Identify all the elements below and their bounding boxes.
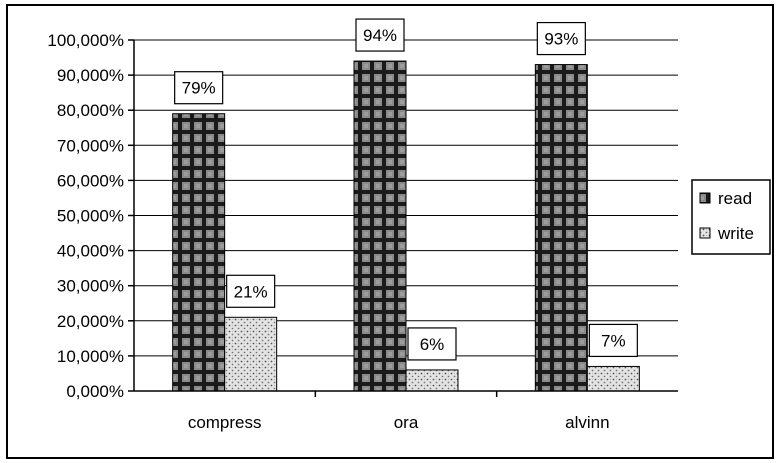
bar-read <box>172 113 226 392</box>
data-label: 6% <box>420 335 445 354</box>
data-label: 7% <box>601 331 626 350</box>
data-label-box <box>407 327 457 361</box>
y-tick-label: 80,000% <box>57 101 124 120</box>
y-tick-label: 90,000% <box>57 66 124 85</box>
data-label-box <box>174 71 224 105</box>
axis-layer: 0,000% 10,000% 20,000% 30,000% 40,000% 50,000… <box>47 31 678 432</box>
x-tick-label: compress <box>188 413 262 432</box>
data-label-box <box>588 323 638 358</box>
y-tick-label: 70,000% <box>57 136 124 155</box>
legend-swatch-write <box>699 227 711 239</box>
bar-write <box>586 365 640 392</box>
x-tick-label: alvinn <box>565 413 609 432</box>
legend-label-read: read <box>718 189 752 208</box>
y-tick-label: 30,000% <box>57 277 124 296</box>
data-label: 21% <box>234 282 268 301</box>
data-label: 93% <box>544 30 578 49</box>
bar-write <box>405 369 459 392</box>
y-tick-label: 0,000% <box>66 382 124 401</box>
y-tick-label: 40,000% <box>57 242 124 261</box>
data-labels-layer: 79% 21% 94% 6% 93% 7% <box>174 18 638 361</box>
data-label-box <box>536 21 586 56</box>
data-label: 79% <box>182 79 216 98</box>
y-tick-label: 100,000% <box>47 31 124 50</box>
y-tick-label: 20,000% <box>57 312 124 331</box>
y-tick-label: 10,000% <box>57 347 124 366</box>
y-tick-label: 50,000% <box>57 207 124 226</box>
x-tick-label: ora <box>394 413 419 432</box>
bar-read <box>534 64 588 392</box>
data-label-box <box>355 18 405 52</box>
legend-swatch-read <box>699 192 711 204</box>
bar-read <box>353 60 407 392</box>
legend-label-write: write <box>717 224 754 243</box>
legend: read write <box>691 179 771 255</box>
legend-box <box>691 179 771 255</box>
bar-write <box>224 316 278 392</box>
data-label: 94% <box>363 26 397 45</box>
data-label-box <box>226 274 276 308</box>
y-tick-label: 60,000% <box>57 171 124 190</box>
